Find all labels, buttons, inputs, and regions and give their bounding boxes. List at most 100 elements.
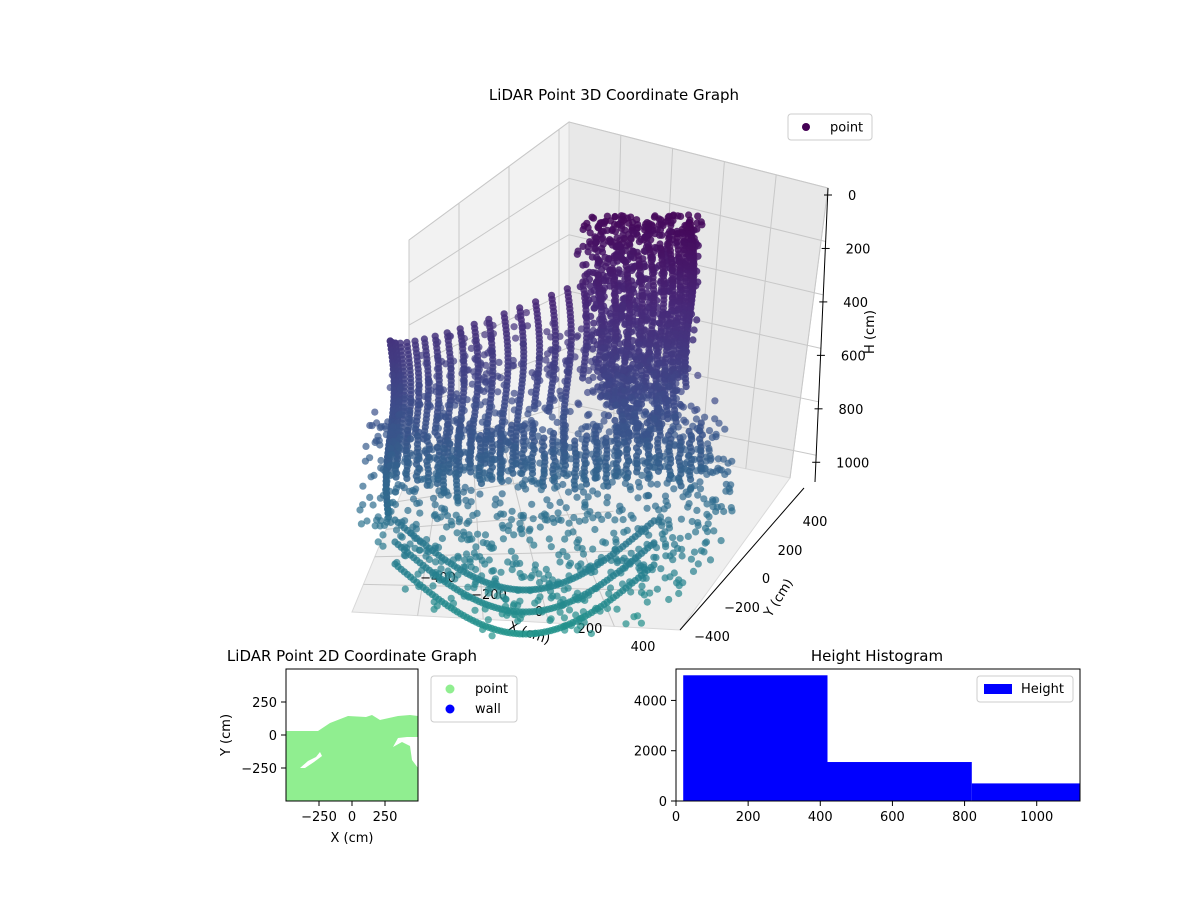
cloud-point [504, 467, 512, 475]
cloud-point [444, 401, 452, 409]
cloud-point [638, 471, 646, 479]
cloud-point [671, 442, 679, 450]
cloud-point [366, 421, 374, 430]
cloud-point [462, 550, 471, 558]
cloud-point [599, 538, 607, 546]
cloud-point [605, 428, 613, 436]
cloud-point [469, 416, 477, 424]
cloud-point [648, 388, 656, 396]
histogram-ticks: 0 200 400 600 800 1000 0 2000 4000 [634, 694, 1053, 825]
cloud-point [574, 332, 582, 340]
cloud-point [552, 375, 560, 383]
cloud-point [720, 507, 728, 516]
cloud-point [664, 516, 673, 524]
cloud-point [458, 415, 466, 423]
cloud-point [551, 447, 559, 455]
cloud-point [359, 482, 367, 490]
cloud-point [596, 386, 604, 394]
cloud-point [531, 561, 540, 569]
cloud-point [383, 477, 391, 485]
cloud-point [617, 224, 626, 233]
cloud-point [578, 545, 586, 553]
cloud-point [472, 464, 480, 472]
cloud-point [620, 234, 628, 242]
cloud-point [401, 394, 409, 402]
cloud-point [646, 473, 654, 481]
cloud-point [534, 369, 542, 377]
cloud-point [369, 501, 377, 509]
cloud-point [626, 353, 634, 361]
cloud-point [600, 220, 608, 228]
cloud-point [600, 411, 608, 419]
cloud-point [589, 214, 598, 222]
chart-histogram: Height Histogram 0 200 400 600 800 1000 0 2000 4… [634, 647, 1081, 825]
cloud-point [554, 472, 562, 480]
chart-2d: LiDAR Point 2D Coordinate Graph −250 0 250… [219, 647, 518, 846]
cloud-point [604, 464, 612, 472]
cloud-point [621, 479, 630, 487]
cloud-point [670, 485, 678, 493]
cloud-point [659, 222, 667, 230]
cloud-point [681, 446, 689, 454]
cloud-point [539, 426, 547, 434]
cloud-point [473, 471, 481, 480]
cloud-point [700, 464, 709, 472]
cloud-point [658, 231, 666, 239]
cloud-point [511, 442, 519, 450]
cloud-point [707, 455, 715, 463]
cloud-point [632, 297, 641, 305]
cloud-point [457, 330, 465, 338]
cloud-point [549, 319, 557, 327]
cloud-point [424, 432, 432, 441]
cloud-point [357, 520, 365, 528]
cloud-point [590, 363, 598, 371]
cloud-point [664, 397, 673, 405]
cloud-point [662, 552, 670, 560]
hist-x-tick-label: 400 [808, 810, 833, 825]
cloud-point [507, 516, 516, 524]
cloud-point [459, 340, 467, 348]
cloud-point [433, 372, 441, 380]
cloud-point [554, 515, 563, 524]
cloud-point [675, 476, 683, 484]
cloud-point [711, 397, 719, 405]
cloud-point [577, 325, 586, 333]
cloud-point [578, 435, 586, 443]
cloud-point [414, 387, 422, 396]
cloud-point [571, 485, 579, 493]
cloud-point [488, 457, 496, 465]
cloud-point [522, 437, 530, 445]
cloud-point [455, 426, 463, 434]
cloud-point [536, 523, 544, 531]
cloud-point [556, 387, 564, 395]
cloud-point [564, 329, 572, 337]
cloud-point [536, 593, 544, 601]
hist-x-tick-label: 1000 [1020, 810, 1053, 825]
cloud-point [507, 547, 515, 555]
cloud-point [604, 380, 613, 388]
cloud-point [603, 400, 612, 408]
cloud-point [451, 575, 459, 583]
cloud-point [611, 386, 619, 394]
cloud-point [589, 387, 597, 395]
cloud-point [627, 588, 635, 596]
cloud-point [678, 545, 686, 553]
histogram-bars [683, 675, 1080, 801]
cloud-point [435, 487, 443, 495]
cloud-point [690, 326, 698, 334]
cloud-point [575, 400, 583, 409]
cloud-point [656, 361, 664, 369]
cloud-point [382, 486, 390, 494]
cloud-point [459, 528, 468, 536]
cloud-point [429, 582, 437, 590]
cloud-point [594, 511, 602, 519]
cloud-point [585, 275, 594, 283]
cloud-point [546, 501, 554, 510]
cloud-point [679, 433, 687, 441]
cloud-point [394, 428, 402, 436]
cloud-point [528, 369, 536, 377]
cloud-point [471, 606, 479, 614]
cloud-point [379, 542, 387, 550]
cloud-point [559, 413, 567, 421]
cloud-point [606, 236, 614, 244]
